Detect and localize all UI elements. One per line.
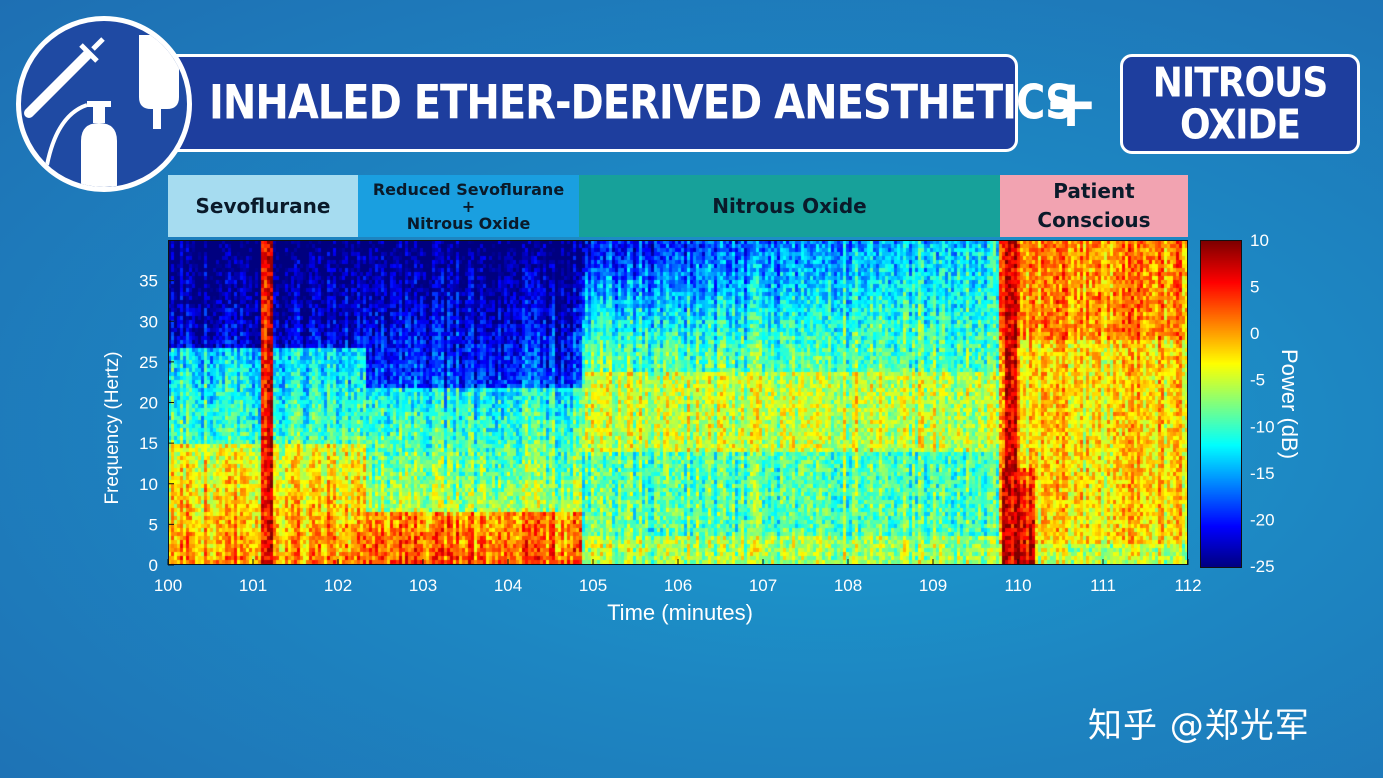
x-tick-label: 105 [579,576,607,595]
phase-nitrous-oxide: Nitrous Oxide [579,175,1000,237]
colorbar-label: Power (dB) [1277,349,1302,459]
logo-art [24,24,179,187]
phase-label: Nitrous Oxide [406,213,531,233]
colorbar-tick-label: -5 [1250,371,1265,390]
y-tick-label: 35 [139,272,158,291]
page-title: INHALED ETHER-DERIVED ANESTHETICS [209,75,1074,131]
colorbar-tick-label: -10 [1250,417,1275,436]
phase-label: + [461,196,476,216]
phase-sevoflurane: Sevoflurane [168,175,358,237]
y-axis-label: Frequency (Hertz) [102,351,123,504]
phase-label: Patient [1053,179,1135,203]
x-tick-label: 103 [409,576,437,595]
phase-label: Sevoflurane [195,194,331,218]
colorbar-axis: 10 5 0 -5 -10 -15 -20 -25 [1250,231,1275,576]
colorbar-tick-label: -15 [1250,464,1275,483]
y-tick-label: 15 [139,434,158,453]
y-tick-label: 20 [139,394,158,413]
phase-label: Nitrous Oxide [712,194,867,218]
x-tick-label: 100 [154,576,182,595]
y-tick-label: 5 [149,515,158,534]
y-tick-label: 10 [139,475,158,494]
plot-frame [168,240,1188,565]
y-tick-label: 30 [139,312,158,331]
spectrogram-heatmap [168,240,1188,565]
phase-label: Conscious [1037,208,1151,232]
x-axis-label: Time (minutes) [607,600,753,625]
anesthesia-logo [16,16,192,192]
x-tick-label: 102 [324,576,352,595]
plus-sign: + [1043,65,1099,142]
colorbar-tick-label: -25 [1250,557,1275,576]
colorbar-tick-label: 5 [1250,278,1259,297]
x-tick-label: 107 [749,576,777,595]
x-tick-label: 109 [919,576,947,595]
x-tick-label: 108 [834,576,862,595]
iv-bag-icon [139,24,179,129]
x-tick-label: 106 [664,576,692,595]
colorbar-tick-label: -20 [1250,510,1275,529]
nitrous-line1: NITROUS [1152,59,1329,108]
x-tick-label: 101 [239,576,267,595]
colorbar-tick-label: 10 [1250,231,1269,250]
syringe-icon [24,37,105,118]
x-tick-label: 104 [494,576,522,595]
colorbar [1200,240,1242,568]
nitrous-line2: OXIDE [1180,101,1301,150]
x-tick-label: 111 [1090,576,1116,595]
title-banner: INHALED ETHER-DERIVED ANESTHETICS [150,54,1074,152]
colorbar-tick-label: 0 [1250,324,1259,343]
gas-cylinder-icon [45,101,117,187]
phase-patient-conscious: Patient Conscious [1000,175,1188,237]
watermark: 知乎 @郑光军 [1088,706,1310,746]
y-tick-label: 0 [149,556,158,575]
phase-label: Reduced Sevoflurane [372,179,565,199]
x-tick-label: 110 [1004,576,1031,595]
nitrous-oxide-box: NITROUS OXIDE [1120,54,1360,154]
phase-reduced-sevoflurane: Reduced Sevoflurane + Nitrous Oxide [358,175,579,237]
x-tick-label: 112 [1174,576,1201,595]
y-tick-label: 25 [139,353,158,372]
